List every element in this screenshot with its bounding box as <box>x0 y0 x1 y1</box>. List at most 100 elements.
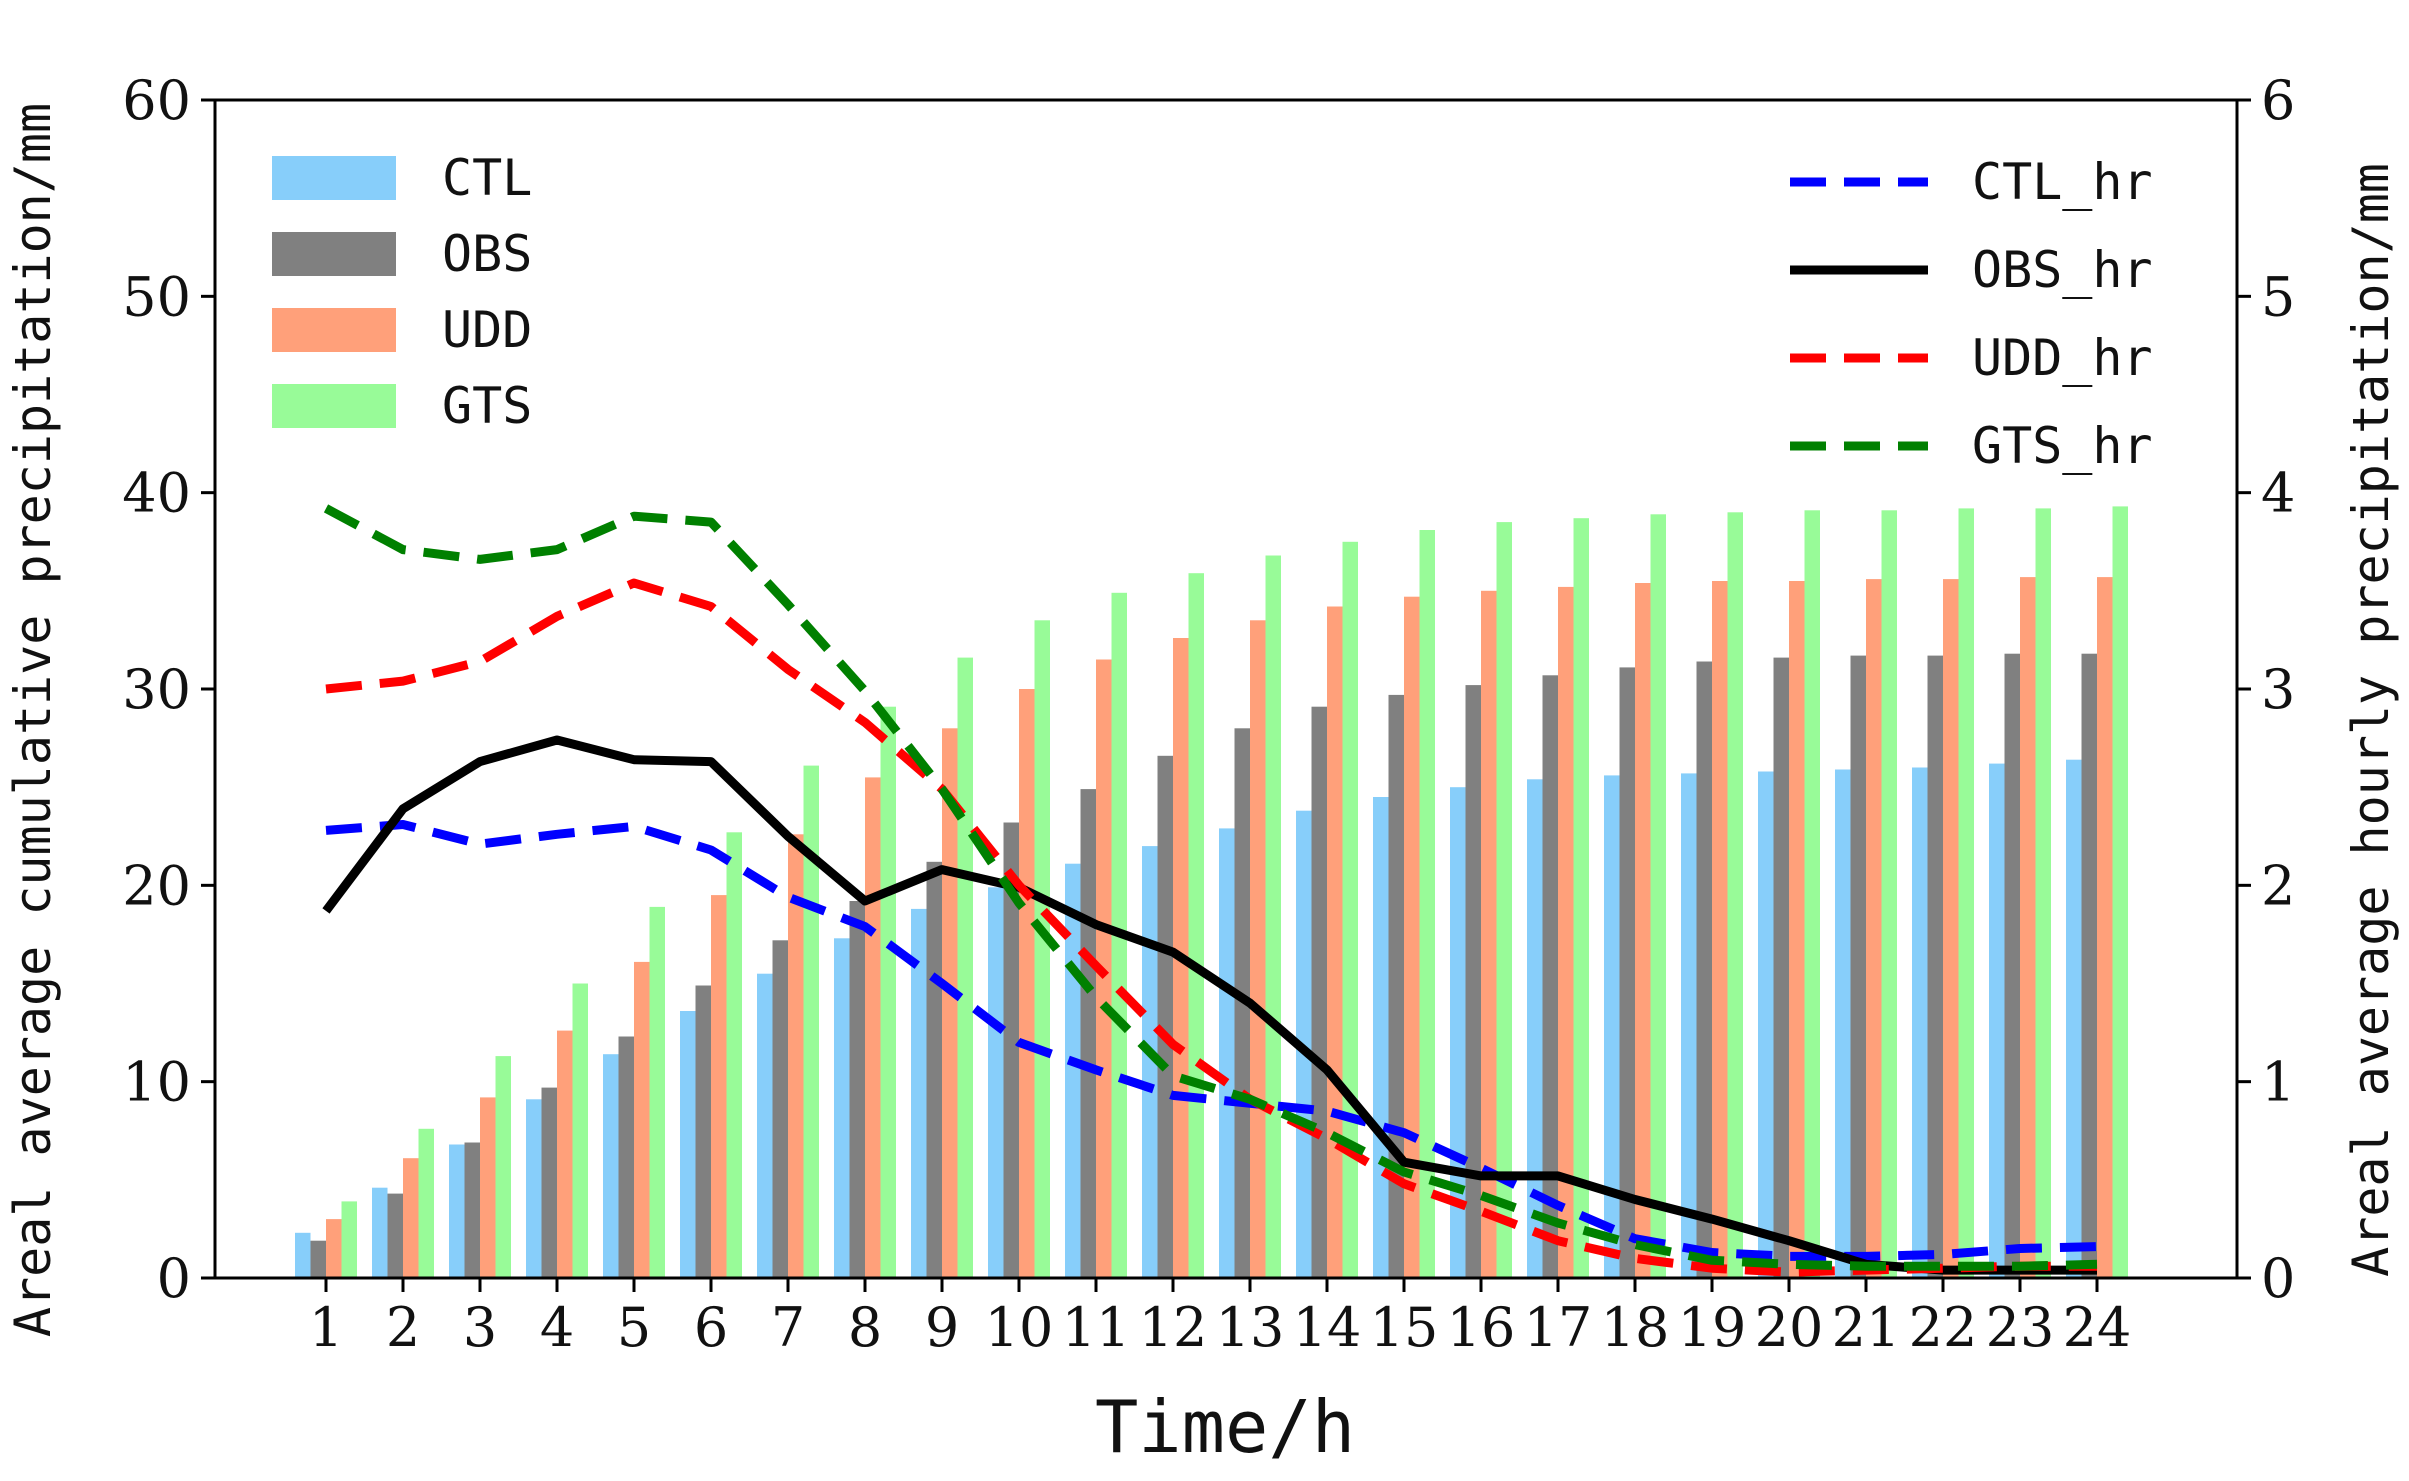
bar-gts-16 <box>1496 522 1512 1278</box>
bar-obs-22 <box>1927 655 1943 1278</box>
bar-gts-24 <box>2112 506 2128 1278</box>
bar-ctl-24 <box>2066 759 2082 1278</box>
bar-gts-8 <box>880 706 896 1278</box>
bar-ctl-18 <box>1604 775 1620 1278</box>
bar-obs-6 <box>695 985 711 1278</box>
x-tick-label: 12 <box>1139 1296 1208 1359</box>
bar-gts-17 <box>1573 518 1589 1278</box>
y-right-tick-label: 6 <box>2261 69 2295 132</box>
legend-layer: CTL OBS UDD GTS CTL_hr OBS_hr UDD_hr GTS_hr <box>272 149 2153 475</box>
bar-udd-4 <box>557 1030 573 1278</box>
y-left-tick-label: 40 <box>122 462 191 525</box>
x-axis-label: Time/h <box>1095 1385 1355 1469</box>
line-obs-hr <box>322 735 2097 1275</box>
bar-udd-22 <box>1943 579 1959 1278</box>
bar-obs-9 <box>926 861 942 1278</box>
bar-gts-23 <box>2035 508 2051 1278</box>
x-tick-label: 16 <box>1447 1296 1516 1359</box>
bar-ctl-23 <box>1989 763 2005 1278</box>
x-tick-label: 22 <box>1909 1296 1978 1359</box>
x-tick-label: 15 <box>1370 1296 1439 1359</box>
bar-gts-21 <box>1881 510 1897 1278</box>
bar-udd-5 <box>634 961 650 1278</box>
x-tick-label: 7 <box>771 1296 805 1359</box>
x-tick-label: 19 <box>1678 1296 1747 1359</box>
bar-obs-19 <box>1696 661 1712 1278</box>
bar-ctl-5 <box>603 1054 619 1278</box>
bar-obs-20 <box>1773 657 1789 1278</box>
bar-gts-14 <box>1342 541 1358 1279</box>
bar-obs-24 <box>2081 653 2097 1278</box>
bar-udd-15 <box>1404 596 1420 1278</box>
y-left-tick-label: 10 <box>122 1051 191 1114</box>
bar-gts-4 <box>572 983 588 1278</box>
bar-obs-18 <box>1619 667 1635 1278</box>
x-tick-label: 23 <box>1986 1296 2055 1359</box>
bar-udd-10 <box>1019 689 1035 1278</box>
bar-obs-5 <box>618 1036 634 1278</box>
bar-gts-2 <box>418 1128 434 1278</box>
bar-ctl-3 <box>449 1144 465 1278</box>
x-tick-label: 3 <box>463 1296 497 1359</box>
x-tick-label: 17 <box>1524 1296 1593 1359</box>
line-gts-hr <box>323 504 2098 1271</box>
bar-udd-13 <box>1250 620 1266 1278</box>
bar-obs-3 <box>464 1142 480 1278</box>
bar-udd-16 <box>1481 590 1497 1278</box>
bar-ctl-8 <box>834 938 850 1278</box>
legend-label-udd: UDD <box>442 301 532 359</box>
bar-gts-10 <box>1034 620 1050 1278</box>
bar-obs-21 <box>1850 655 1866 1278</box>
bar-ctl-19 <box>1681 773 1697 1278</box>
bar-udd-7 <box>788 834 804 1278</box>
bar-ctl-15 <box>1373 797 1389 1278</box>
bar-gts-22 <box>1958 508 1974 1278</box>
legend-swatch-ctl <box>272 156 396 200</box>
lines-layer <box>322 504 2098 1277</box>
bar-ctl-21 <box>1835 769 1851 1278</box>
x-tick-label: 20 <box>1755 1296 1824 1359</box>
bar-udd-3 <box>480 1097 496 1278</box>
x-tick-label: 14 <box>1293 1296 1362 1359</box>
bar-udd-9 <box>942 728 958 1278</box>
legend-label-ctl-hr: CTL_hr <box>1972 153 2153 211</box>
bar-gts-12 <box>1188 573 1204 1278</box>
legend-label-gts-hr: GTS_hr <box>1972 417 2153 475</box>
bar-gts-3 <box>495 1056 511 1278</box>
bar-ctl-22 <box>1912 767 1928 1278</box>
y-right-tick-label: 3 <box>2261 658 2295 721</box>
x-tick-label: 21 <box>1832 1296 1901 1359</box>
bar-ctl-12 <box>1142 846 1158 1278</box>
y-left-tick-label: 60 <box>122 69 191 132</box>
bar-gts-13 <box>1265 555 1281 1278</box>
bar-udd-18 <box>1635 583 1651 1278</box>
bar-udd-20 <box>1789 581 1805 1278</box>
x-tick-label: 2 <box>386 1296 420 1359</box>
x-tick-label: 8 <box>848 1296 882 1359</box>
bars-layer <box>295 506 2128 1279</box>
legend-swatch-udd <box>272 308 396 352</box>
bar-ctl-13 <box>1219 828 1235 1278</box>
x-tick-label: 24 <box>2063 1296 2132 1359</box>
bar-obs-11 <box>1080 789 1096 1278</box>
bar-obs-2 <box>387 1193 403 1278</box>
legend-label-obs: OBS <box>442 225 532 283</box>
bar-gts-5 <box>649 906 665 1278</box>
x-tick-label: 6 <box>694 1296 728 1359</box>
bar-udd-17 <box>1558 586 1574 1278</box>
bar-ctl-6 <box>680 1011 696 1278</box>
bar-gts-1 <box>341 1201 357 1278</box>
bar-ctl-17 <box>1527 779 1543 1278</box>
bar-udd-24 <box>2097 577 2113 1278</box>
legend-swatch-gts <box>272 384 396 428</box>
bar-ctl-9 <box>911 908 927 1278</box>
bar-obs-1 <box>310 1240 326 1278</box>
bar-udd-1 <box>326 1219 342 1278</box>
bar-obs-23 <box>2004 653 2020 1278</box>
bar-gts-7 <box>803 765 819 1278</box>
bar-udd-14 <box>1327 606 1343 1278</box>
line-ctl-hr <box>325 820 2098 1261</box>
bar-ctl-1 <box>295 1232 311 1278</box>
